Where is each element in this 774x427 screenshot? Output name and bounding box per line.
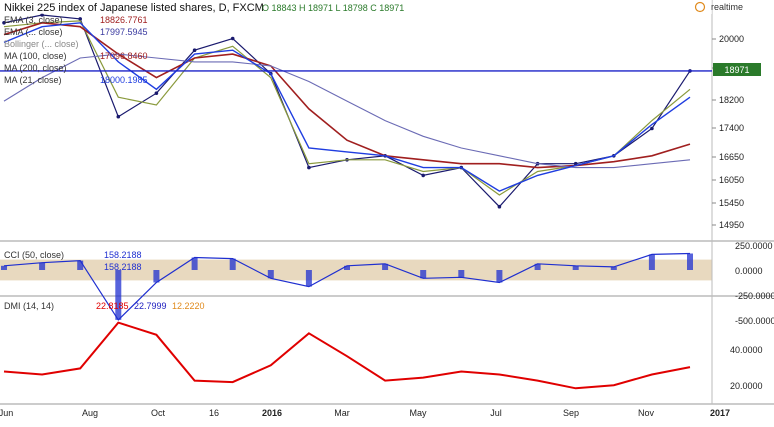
price-series <box>2 13 692 209</box>
chart-title: Nikkei 225 index of Japanese listed shar… <box>4 2 264 14</box>
legend-ma21-value: 18000.1985 <box>100 75 148 85</box>
dmi-series <box>3 321 691 390</box>
legend-ma21-label: MA (21, close) <box>4 75 62 85</box>
legend-dmi[interactable]: DMI (14, 14) 22.8185 22.7999 12.2220 <box>4 301 205 311</box>
ema3-line-point <box>230 36 235 41</box>
price-tick-label: 15450 <box>719 198 744 208</box>
ema3-line-point <box>154 91 159 95</box>
legend-bollinger-label: Bollinger (... close) <box>4 39 79 49</box>
time-label: 2017 <box>710 408 730 418</box>
cci-series <box>1 252 693 321</box>
time-label: May <box>409 408 427 418</box>
legend-dmi-value-3: 12.2220 <box>172 301 205 311</box>
legend-ma21[interactable]: MA (21, close) 18000.1985 <box>4 75 148 85</box>
header-bar <box>0 0 712 14</box>
ema3-line-point <box>573 161 578 166</box>
price-tick-label: 18200 <box>719 95 744 105</box>
legend-ema-short[interactable]: EMA (... close) 17997.5945 <box>4 27 148 37</box>
ma200-line <box>3 53 691 169</box>
cci-tick-label: 0.0000 <box>735 266 763 276</box>
time-label: Aug <box>82 408 98 418</box>
legend-ema3-value: 18826.7761 <box>100 15 148 25</box>
current-price-label: 18971 <box>724 65 749 75</box>
price-tick-label: 16650 <box>719 152 744 162</box>
legend-ema-short-label: EMA (... close) <box>4 27 63 37</box>
dmi-line <box>3 321 691 390</box>
price-tick-label: 20000 <box>719 34 744 44</box>
axis-labels: 2000019100182001740016650160501545014950… <box>0 34 774 418</box>
realtime-icon[interactable] <box>694 1 706 13</box>
dmi-tick-label: 40.0000 <box>730 345 763 355</box>
ema3-line-point <box>2 21 6 25</box>
legend-ma100-value: 17096.8460 <box>100 51 148 61</box>
ema3-line-point <box>497 204 502 209</box>
legend-ma200-label: MA (200, close) <box>4 63 67 73</box>
cci-tick-label: -250.0000 <box>735 291 774 301</box>
ma21-line <box>3 22 691 192</box>
time-label: Jul <box>490 408 502 418</box>
ema3-line-point <box>192 48 197 52</box>
legend-ma200[interactable]: MA (200, close) <box>4 63 67 73</box>
cci-tick-label: -500.0000 <box>735 316 774 326</box>
legend-cci-value: 158.2188 <box>104 250 142 260</box>
time-label: Nov <box>638 408 655 418</box>
legend-dmi-value-1: 22.8185 <box>96 301 129 311</box>
legend-cci-label: CCI (50, close) <box>4 250 64 260</box>
legend-ema-short-value: 17997.5945 <box>100 27 148 37</box>
current-price-badge <box>713 63 761 76</box>
time-label: Jun <box>0 408 13 418</box>
legend-ma100[interactable]: MA (100, close) 17096.8460 <box>4 51 148 61</box>
cci-band <box>0 259 712 281</box>
dmi-tick-label: 20.0000 <box>730 381 763 391</box>
grid <box>712 38 716 226</box>
ema3-line-point <box>40 13 44 17</box>
legend-ma100-label: MA (100, close) <box>4 51 67 61</box>
time-label: Sep <box>563 408 579 418</box>
price-tick-label: 14950 <box>719 220 744 230</box>
time-label: 2016 <box>262 408 282 418</box>
price-tick-label: 17400 <box>719 123 744 133</box>
legend-ema3-label: EMA (3, close) <box>4 15 63 25</box>
time-label: Mar <box>334 408 350 418</box>
ema3-line-point <box>307 165 311 170</box>
time-label: 16 <box>209 408 219 418</box>
realtime-label[interactable]: realtime <box>711 2 743 12</box>
legend-dmi-value-2: 22.7999 <box>134 301 167 311</box>
legend-cci[interactable]: CCI (50, close) 158.2188 158.2188 <box>4 250 142 272</box>
legend-ema3[interactable]: EMA (3, close) 18826.7761 <box>4 15 148 25</box>
legend-bollinger[interactable]: Bollinger (... close) <box>4 39 79 49</box>
ema3-line-point <box>116 114 121 119</box>
cci-tick-label: 250.0000 <box>735 241 773 251</box>
legend-cci-value2: 158.2188 <box>104 262 142 272</box>
ema3-line-point <box>421 173 426 178</box>
cci-line <box>3 252 691 321</box>
legend-dmi-label: DMI (14, 14) <box>4 301 54 311</box>
ema3-line-point <box>78 17 82 21</box>
ohlc-readout: O 18843 H 18971 L 18798 C 18971 <box>262 3 404 13</box>
ema3-line-point <box>650 126 654 131</box>
price-tick-label: 16050 <box>719 175 744 185</box>
time-label: Oct <box>151 408 166 418</box>
